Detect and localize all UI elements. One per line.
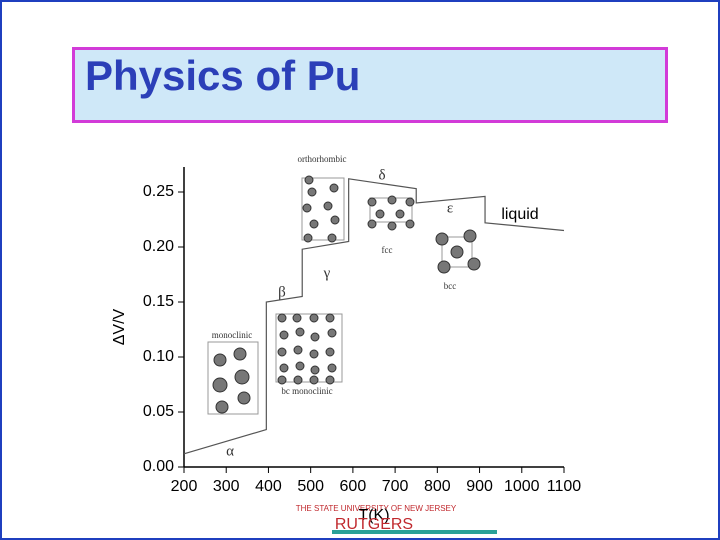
atom [327, 328, 337, 338]
atom [292, 313, 302, 323]
atom [303, 233, 313, 243]
atom [329, 183, 339, 193]
annotation: γ [323, 265, 331, 281]
y-tick-label: 0.25 [143, 183, 174, 200]
annotation: α [226, 443, 234, 459]
x-tick-label: 400 [255, 478, 282, 495]
atom [293, 375, 303, 385]
cell [441, 236, 473, 268]
atom [277, 375, 287, 385]
atom [435, 232, 449, 246]
atom [395, 209, 405, 219]
atom [310, 365, 320, 375]
y-tick-label: 0.20 [143, 238, 174, 255]
atom [387, 195, 397, 205]
atom [375, 209, 385, 219]
y-axis-label: ΔV/V [111, 308, 128, 345]
atom [293, 345, 303, 355]
atom [327, 233, 337, 243]
cell [275, 313, 343, 383]
atom [437, 260, 451, 274]
footer-name: RUTGERS [335, 516, 413, 533]
atom [387, 221, 397, 231]
atom [405, 197, 415, 207]
atom [405, 219, 415, 229]
x-tick-label: 300 [213, 478, 240, 495]
atom [309, 219, 319, 229]
x-tick-label: 800 [424, 478, 451, 495]
y-tick-label: 0.00 [143, 458, 174, 475]
atom [213, 353, 227, 367]
atom [323, 201, 333, 211]
atom [277, 347, 287, 357]
atom [277, 313, 287, 323]
annotation: δ [378, 167, 385, 183]
atom [330, 215, 340, 225]
atom [450, 245, 464, 259]
cell [301, 177, 345, 241]
atom [295, 327, 305, 337]
slide-title: Physics of Pu [85, 52, 361, 99]
atom [309, 313, 319, 323]
cell [207, 341, 259, 415]
atom [237, 391, 251, 405]
atom [325, 313, 335, 323]
atom [325, 375, 335, 385]
y-tick-label: 0.10 [143, 348, 174, 365]
x-tick-label: 700 [382, 478, 409, 495]
annotation: fcc [382, 245, 393, 255]
footer-university: THE STATE UNIVERSITY OF NEW JERSEY [296, 504, 457, 513]
y-tick-label: 0.15 [143, 293, 174, 310]
x-tick-label: 1100 [547, 478, 582, 495]
atom [463, 229, 477, 243]
x-tick-label: 500 [297, 478, 324, 495]
x-tick-label: 900 [466, 478, 493, 495]
x-tick-label: 200 [171, 478, 198, 495]
x-tick-label: 600 [340, 478, 367, 495]
atom [325, 347, 335, 357]
atom [327, 363, 337, 373]
atom [215, 400, 229, 414]
atom [310, 332, 320, 342]
atom [309, 349, 319, 359]
atom [367, 219, 377, 229]
annotation: bcc [444, 281, 457, 291]
atom [295, 361, 305, 371]
x-axis-label: T(K) [358, 507, 389, 524]
annotation: liquid [501, 206, 538, 223]
atom [279, 330, 289, 340]
atom [367, 197, 377, 207]
annotation: ε [447, 200, 453, 216]
x-tick-label: 1000 [504, 478, 540, 495]
crystal-illustrations [207, 175, 481, 415]
atom [304, 175, 314, 185]
atom [309, 375, 319, 385]
annotation: bc monoclinic [281, 386, 332, 396]
y-tick-label: 0.05 [143, 403, 174, 420]
atom [234, 369, 250, 385]
title-box: Physics of Pu [72, 47, 668, 123]
atom [467, 257, 481, 271]
annotation: β [278, 284, 286, 300]
atom [233, 347, 247, 361]
atom [212, 377, 228, 393]
annotation: monoclinic [212, 330, 253, 340]
atom [302, 203, 312, 213]
atom [279, 363, 289, 373]
atom [307, 187, 317, 197]
annotation: orthorhombic [298, 154, 347, 164]
data-line [183, 178, 565, 455]
